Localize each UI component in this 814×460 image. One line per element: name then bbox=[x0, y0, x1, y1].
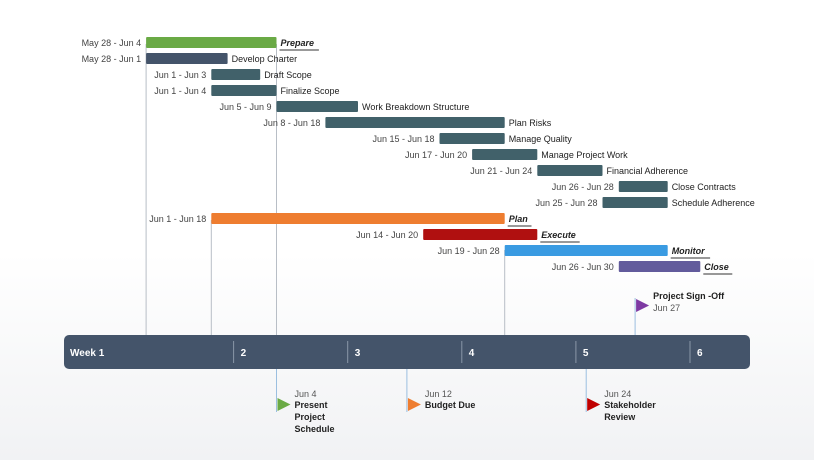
bar-label: Finalize Scope bbox=[281, 86, 340, 96]
bar-date-range: Jun 26 - Jun 28 bbox=[552, 182, 614, 192]
milestone-flag-icon[interactable] bbox=[407, 398, 421, 411]
week-label: Week 1 bbox=[70, 348, 105, 359]
bar-label: Schedule Adherence bbox=[672, 198, 755, 208]
bar-date-range: Jun 1 - Jun 18 bbox=[149, 214, 206, 224]
bar-label: Plan bbox=[509, 214, 529, 224]
gantt-bar-plan-risks[interactable] bbox=[325, 117, 505, 128]
bar-label: Prepare bbox=[281, 38, 315, 48]
bar-date-range: May 28 - Jun 1 bbox=[82, 54, 142, 64]
week-label: 5 bbox=[583, 348, 589, 359]
bar-date-range: Jun 15 - Jun 18 bbox=[372, 134, 434, 144]
gantt-bar-manage-quality[interactable] bbox=[439, 133, 505, 144]
gantt-bar-draft-scope[interactable] bbox=[211, 69, 261, 80]
week-label: 4 bbox=[469, 348, 475, 359]
bar-label: Close Contracts bbox=[672, 182, 737, 192]
bar-label: Manage Project Work bbox=[541, 150, 628, 160]
bar-date-range: Jun 25 - Jun 28 bbox=[535, 198, 597, 208]
gantt-bar-plan[interactable] bbox=[211, 213, 505, 224]
bar-date-range: Jun 21 - Jun 24 bbox=[470, 166, 532, 176]
bar-label: Draft Scope bbox=[264, 70, 312, 80]
gantt-bar-schedule-adherence[interactable] bbox=[602, 197, 668, 208]
bar-date-range: Jun 8 - Jun 18 bbox=[263, 118, 320, 128]
bar-label: Manage Quality bbox=[509, 134, 573, 144]
week-label: 6 bbox=[697, 348, 703, 359]
bar-label: Financial Adherence bbox=[607, 166, 689, 176]
timeline-band bbox=[64, 335, 750, 369]
milestone-flag-icon[interactable] bbox=[277, 398, 291, 411]
bar-label: Plan Risks bbox=[509, 118, 552, 128]
milestone-date: Jun 24 bbox=[604, 389, 631, 399]
bar-date-range: Jun 1 - Jun 4 bbox=[154, 86, 206, 96]
milestone-date: Jun 12 bbox=[425, 389, 452, 399]
gantt-bar-close-contracts[interactable] bbox=[618, 181, 668, 192]
bar-label: Execute bbox=[541, 230, 576, 240]
bar-date-range: Jun 17 - Jun 20 bbox=[405, 150, 467, 160]
gantt-bar-work-breakdown-structure[interactable] bbox=[276, 101, 359, 112]
bar-label: Close bbox=[704, 262, 729, 272]
milestone-flag-icon[interactable] bbox=[636, 299, 650, 312]
bar-date-range: Jun 14 - Jun 20 bbox=[356, 230, 418, 240]
bar-date-range: May 28 - Jun 4 bbox=[82, 38, 142, 48]
milestone-date: Jun 27 bbox=[653, 303, 680, 313]
gantt-bar-develop-charter[interactable] bbox=[146, 53, 228, 64]
bar-date-range: Jun 1 - Jun 3 bbox=[154, 70, 206, 80]
week-label: 3 bbox=[355, 348, 361, 359]
gantt-bar-execute[interactable] bbox=[423, 229, 538, 240]
gantt-bar-close[interactable] bbox=[618, 261, 701, 272]
gantt-bar-financial-adherence[interactable] bbox=[537, 165, 603, 176]
milestone-label: Stakeholder Review bbox=[604, 400, 656, 422]
bar-label: Develop Charter bbox=[232, 54, 298, 64]
gantt-bar-monitor[interactable] bbox=[504, 245, 668, 256]
milestone-date: Jun 4 bbox=[295, 389, 317, 399]
milestone-flag-icon[interactable] bbox=[587, 398, 601, 411]
bar-date-range: Jun 5 - Jun 9 bbox=[219, 102, 271, 112]
gantt-bar-manage-project-work[interactable] bbox=[472, 149, 538, 160]
bar-label: Monitor bbox=[672, 246, 705, 256]
milestone-label: Budget Due bbox=[425, 400, 476, 410]
gantt-bar-finalize-scope[interactable] bbox=[211, 85, 277, 96]
milestone-label: Project Sign -Off bbox=[653, 291, 725, 301]
bar-date-range: Jun 19 - Jun 28 bbox=[438, 246, 500, 256]
bar-label: Work Breakdown Structure bbox=[362, 102, 469, 112]
week-label: 2 bbox=[241, 348, 247, 359]
bar-date-range: Jun 26 - Jun 30 bbox=[552, 262, 614, 272]
gantt-bar-prepare[interactable] bbox=[146, 37, 277, 48]
milestone-label: Present Project Schedule bbox=[295, 400, 335, 434]
